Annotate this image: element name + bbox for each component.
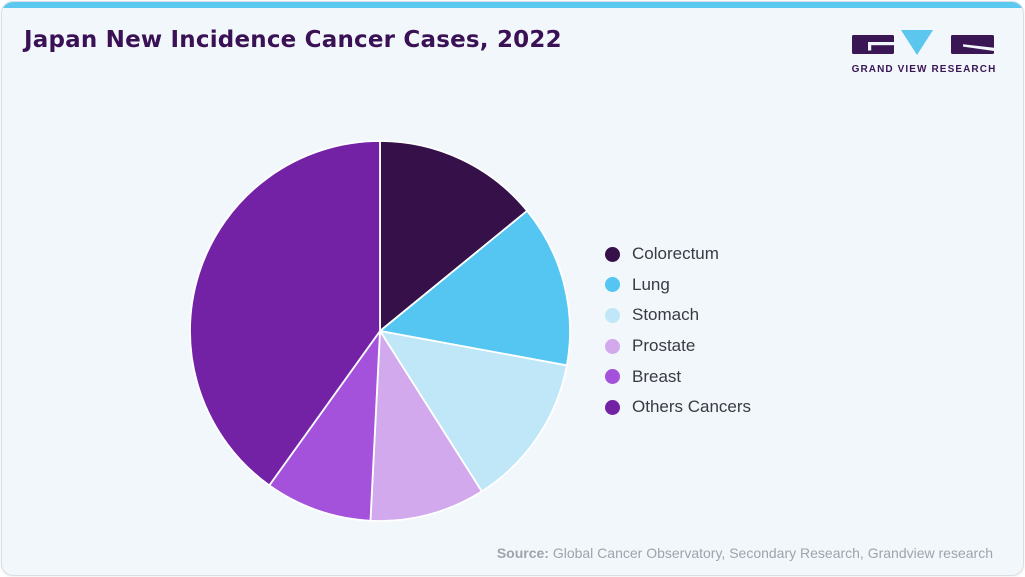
page-title: Japan New Incidence Cancer Cases, 2022 [24, 27, 562, 53]
legend-swatch-icon [605, 369, 620, 385]
source-note: Source: Global Cancer Observatory, Secon… [497, 545, 993, 561]
legend-label: Stomach [632, 305, 700, 325]
legend-item: Colorectum [605, 244, 751, 264]
legend-label: Breast [632, 366, 682, 386]
pie-slice-others-cancers [189, 140, 381, 487]
legend-swatch-icon [605, 338, 620, 354]
legend-swatch-icon [605, 399, 620, 415]
legend-item: Breast [605, 367, 751, 387]
gvr-logo: GRAND VIEW RESEARCH [851, 29, 997, 75]
legend-label: Colorectum [632, 244, 719, 263]
source-text: Global Cancer Observatory, Secondary Res… [548, 545, 993, 561]
legend-swatch-icon [605, 246, 620, 262]
legend-swatch-icon [605, 307, 620, 323]
legend-label: Others Cancers [632, 397, 752, 417]
legend-label: Prostate [632, 336, 696, 356]
legend-item: Prostate [605, 336, 751, 356]
pie-slice-stomach [379, 330, 568, 493]
legend-item: Stomach [605, 305, 751, 325]
pie-chart [189, 140, 571, 522]
pie-slice-lung [379, 209, 571, 367]
chart-legend: Colorectum Lung Stomach Prostate Breast Other… [605, 244, 751, 428]
source-label: Source: [496, 545, 549, 561]
pie-chart-container [170, 121, 590, 541]
gvr-logo-text: GRAND VIEW RESEARCH [851, 64, 997, 75]
accent-bar [2, 2, 1023, 8]
pie-slice-colorectum [379, 140, 529, 332]
pie-slice-prostate [369, 330, 483, 522]
pie-slice-breast [268, 330, 381, 522]
legend-item: Others Cancers [605, 397, 751, 417]
legend-item: Lung [605, 275, 751, 295]
legend-label: Lung [632, 274, 670, 294]
gvr-logo-icon [852, 30, 994, 55]
legend-swatch-icon [605, 277, 620, 293]
